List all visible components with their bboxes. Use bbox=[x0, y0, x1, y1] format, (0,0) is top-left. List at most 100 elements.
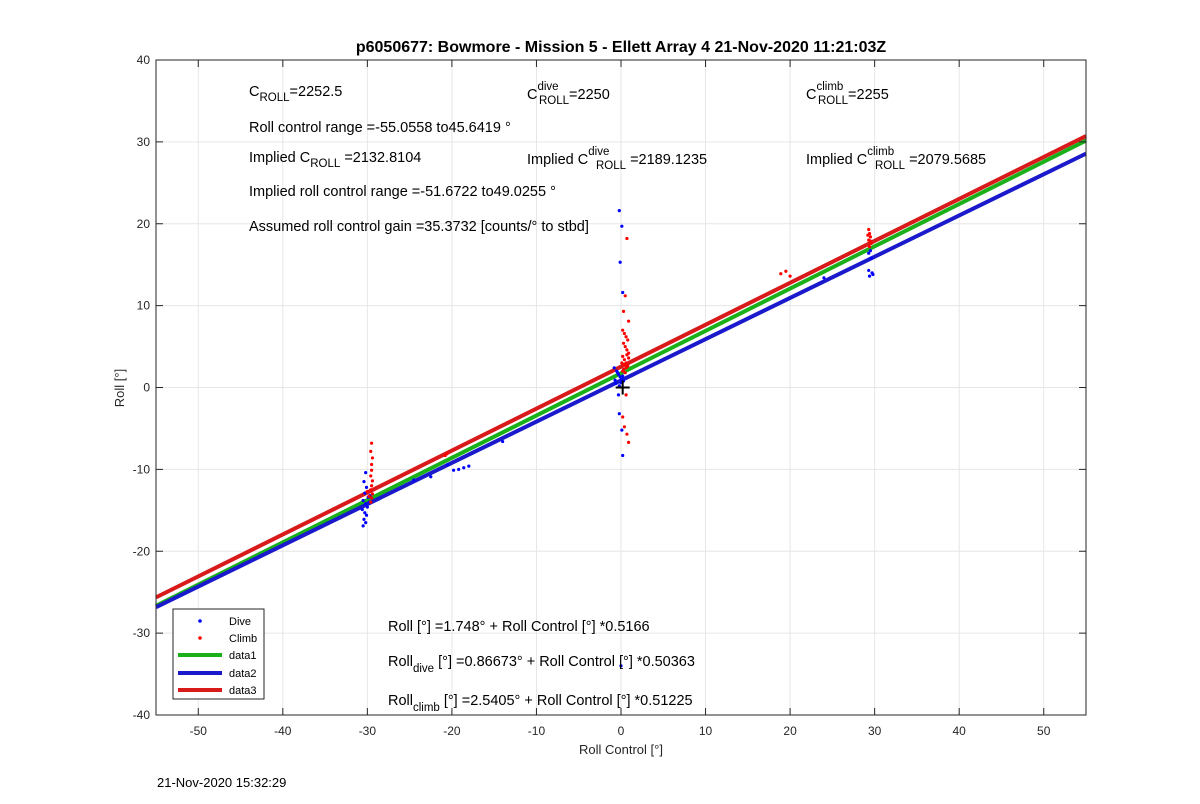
dive-point bbox=[617, 412, 621, 416]
legend[interactable]: Dive Climb data1 data2 data3 bbox=[172, 608, 265, 700]
x-tick-label: -20 bbox=[443, 724, 461, 738]
climb-point bbox=[369, 496, 374, 500]
annotation-c-roll: CROLL=2252.5 bbox=[249, 84, 342, 104]
dive-point bbox=[616, 393, 621, 397]
dive-point bbox=[362, 480, 366, 484]
dive-point bbox=[364, 513, 369, 517]
climb-point bbox=[621, 354, 625, 358]
climb-point bbox=[369, 468, 374, 472]
dive-point bbox=[621, 453, 625, 458]
x-tick-label: -40 bbox=[274, 724, 292, 738]
climb-point bbox=[624, 366, 628, 370]
climb-point bbox=[623, 294, 627, 298]
annotation-fit-dive: Rolldive [°] =0.86673° + Roll Control [°… bbox=[388, 654, 695, 675]
dive-point bbox=[618, 260, 622, 264]
climb-point bbox=[624, 393, 628, 397]
legend-dive-marker bbox=[198, 619, 202, 623]
annotation-implied-c-roll-dive: Implied Cdive ROLL =2189.1235 bbox=[527, 146, 707, 172]
dive-point bbox=[867, 251, 871, 255]
dive-point bbox=[612, 366, 616, 370]
x-tick-label: -50 bbox=[190, 724, 208, 738]
dive-point bbox=[362, 517, 366, 521]
climb-point bbox=[622, 425, 626, 429]
dive-point bbox=[822, 276, 826, 280]
climb-point bbox=[621, 369, 625, 373]
dive-point bbox=[361, 498, 365, 503]
dive-point bbox=[613, 378, 617, 382]
dive-point bbox=[361, 524, 365, 528]
chart-title: p6050677: Bowmore - Mission 5 - Ellett A… bbox=[356, 39, 887, 56]
climb-point bbox=[784, 269, 788, 273]
dive-point bbox=[869, 256, 873, 260]
climb-point bbox=[369, 462, 374, 467]
dive-point bbox=[467, 464, 471, 468]
climb-point bbox=[621, 328, 625, 332]
x-tick-label: 50 bbox=[1037, 724, 1051, 738]
climb-point bbox=[369, 449, 373, 453]
dive-point bbox=[618, 375, 622, 379]
dive-point bbox=[360, 507, 364, 512]
climb-point bbox=[788, 274, 792, 278]
climb-point bbox=[365, 489, 369, 494]
y-tick-label: 10 bbox=[137, 299, 151, 313]
x-tick-label: 40 bbox=[953, 724, 967, 738]
dive-point bbox=[363, 511, 367, 515]
annotation-c-roll-dive: Cdive ROLL=2250 bbox=[527, 81, 610, 107]
dive-point bbox=[619, 664, 623, 668]
climb-point bbox=[867, 245, 872, 249]
footer-timestamp: 21-Nov-2020 15:32:29 bbox=[157, 775, 286, 790]
tick-marks bbox=[156, 59, 1086, 716]
x-tick-label: 20 bbox=[783, 724, 797, 738]
legend-data1-label: data1 bbox=[229, 650, 257, 662]
climb-point bbox=[623, 344, 627, 349]
climb-point bbox=[622, 362, 626, 367]
y-tick-label: -30 bbox=[133, 626, 151, 640]
climb-point bbox=[445, 452, 449, 456]
dive-point bbox=[457, 467, 461, 471]
climb-point bbox=[621, 309, 626, 313]
dive-point bbox=[452, 468, 456, 472]
climb-point bbox=[369, 474, 373, 478]
annotation-implied-c-roll-climb: Implied Cclimb ROLL =2079.5685 bbox=[806, 146, 986, 172]
climb-point bbox=[627, 319, 631, 323]
annotation-fit-all: Roll [°] =1.748° + Roll Control [°] *0.5… bbox=[388, 619, 650, 635]
dive-point bbox=[614, 381, 618, 386]
annotation-c-roll-climb: Cclimb ROLL=2255 bbox=[806, 81, 889, 107]
climb-point bbox=[624, 335, 628, 339]
y-axis-label: Roll [°] bbox=[112, 369, 127, 407]
climb-point bbox=[779, 272, 783, 276]
climb-point bbox=[370, 456, 375, 460]
climb-point bbox=[369, 488, 373, 492]
legend-climb-label: Climb bbox=[229, 633, 257, 645]
dive-point bbox=[501, 439, 505, 444]
x-tick-label: 30 bbox=[868, 724, 882, 738]
climb-point bbox=[868, 235, 873, 239]
climb-point bbox=[367, 494, 371, 498]
climb-point bbox=[370, 492, 375, 496]
x-tick-label: 0 bbox=[618, 724, 625, 738]
climb-point bbox=[625, 353, 629, 357]
legend-data2-label: data2 bbox=[229, 668, 257, 680]
climb-point bbox=[621, 341, 626, 345]
fit-line-data1 bbox=[155, 138, 1087, 608]
y-tick-label: -40 bbox=[133, 708, 151, 722]
y-tick-label: 0 bbox=[143, 381, 150, 395]
dive-point bbox=[617, 209, 621, 213]
dive-point bbox=[868, 249, 873, 253]
climb-point bbox=[625, 236, 629, 241]
dive-point bbox=[867, 274, 872, 278]
climb-point bbox=[369, 484, 374, 488]
annotation-implied-c-roll: Implied CROLL =2132.8104 bbox=[249, 150, 421, 170]
y-tick-label: -20 bbox=[133, 544, 151, 558]
climb-point bbox=[622, 331, 626, 336]
legend-data3-label: data3 bbox=[229, 685, 257, 697]
climb-point bbox=[370, 479, 375, 483]
dive-point bbox=[364, 471, 368, 475]
dive-point bbox=[867, 268, 871, 273]
climb-point bbox=[625, 432, 629, 436]
annotation-implied-range: Implied roll control range =-51.6722 to4… bbox=[249, 184, 556, 200]
dive-point bbox=[365, 505, 369, 509]
tick-labels: -50 -40 -30 -20 -10 0 10 20 30 40 50 -40 -30 -20 -10 0 1… bbox=[133, 53, 1051, 738]
x-tick-label: 10 bbox=[699, 724, 713, 738]
dive-point bbox=[364, 485, 369, 489]
